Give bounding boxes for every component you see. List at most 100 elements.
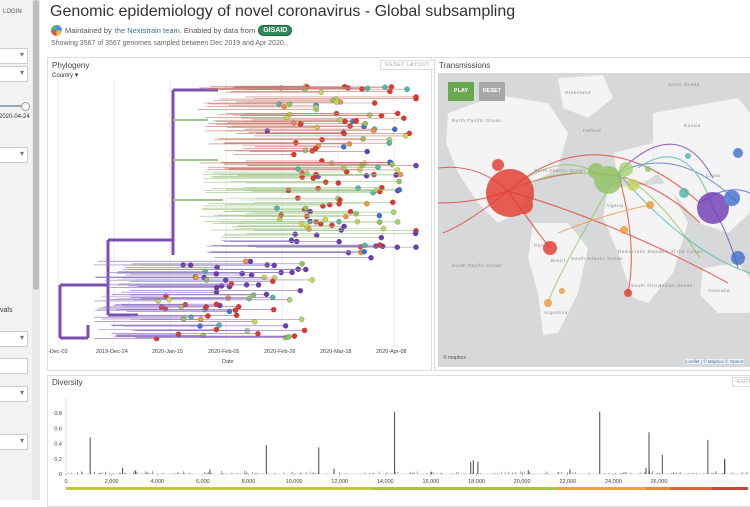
mapbox-logo[interactable]: © mapbox — [443, 355, 466, 361]
tree-tip[interactable] — [293, 139, 299, 146]
tree-tip[interactable] — [255, 330, 261, 337]
gene-segment[interactable] — [371, 487, 557, 490]
tree-tip[interactable] — [303, 266, 309, 273]
entropy-button[interactable]: ENTR — [732, 377, 750, 387]
tree-tip[interactable] — [359, 86, 365, 92]
tree-tip[interactable] — [380, 225, 387, 232]
tree-tip[interactable] — [355, 185, 361, 191]
tree-tip[interactable] — [246, 295, 252, 302]
tree-tip[interactable] — [235, 303, 242, 310]
tree-tip[interactable] — [401, 115, 407, 121]
tree-tip[interactable] — [371, 100, 378, 106]
tree-tip[interactable] — [412, 230, 419, 237]
layout-select[interactable]: ▾ — [0, 331, 28, 347]
tree-tip[interactable] — [376, 219, 383, 225]
gene-segment[interactable] — [66, 487, 372, 490]
tree-tip[interactable] — [297, 121, 304, 127]
tree-tip[interactable] — [315, 185, 321, 192]
tree-tip[interactable] — [341, 223, 347, 230]
tree-tip[interactable] — [394, 244, 400, 250]
tree-tip[interactable] — [198, 316, 204, 323]
tree-tip[interactable] — [274, 205, 280, 211]
tree-tip[interactable] — [353, 118, 360, 124]
login-link[interactable]: LOGIN — [3, 9, 22, 15]
map-reset-button[interactable]: RESET — [479, 82, 505, 101]
tree-tip[interactable] — [357, 166, 363, 173]
tree-tip[interactable] — [394, 219, 401, 225]
tree-tip[interactable] — [388, 84, 395, 90]
tree-tip[interactable] — [389, 161, 395, 168]
tree-tip[interactable] — [363, 173, 370, 179]
tree-tip[interactable] — [370, 127, 377, 134]
tree-tip[interactable] — [264, 262, 270, 268]
tree-tip[interactable] — [390, 199, 396, 206]
tree-tip[interactable] — [347, 209, 354, 215]
tree-tip[interactable] — [367, 112, 373, 118]
tree-tip[interactable] — [250, 292, 257, 298]
reset-layout-button[interactable]: RESET LAYOUT — [380, 60, 435, 70]
team-link[interactable]: the Nextstrain team — [114, 26, 180, 35]
tree-tip[interactable] — [313, 104, 319, 110]
map-attribution[interactable]: Leaflet | © Mapbox © OpenS — [686, 359, 744, 364]
tree-tip[interactable] — [225, 295, 231, 301]
tree-tip[interactable] — [270, 306, 277, 313]
tree-tip[interactable] — [270, 294, 276, 301]
tree-tip[interactable] — [309, 277, 315, 283]
tree-tip[interactable] — [286, 101, 293, 107]
tree-tip[interactable] — [295, 266, 301, 272]
tree-tip[interactable] — [394, 110, 401, 117]
tree-tip[interactable] — [378, 112, 385, 119]
gene-segment[interactable] — [645, 487, 671, 490]
tree-tip[interactable] — [270, 278, 276, 285]
tree-tip[interactable] — [378, 234, 385, 241]
tree-tip[interactable] — [281, 103, 287, 110]
tree-tip[interactable] — [247, 258, 254, 265]
map-select[interactable]: ▾ — [0, 434, 28, 450]
diversity-chart[interactable]: 0.8 0.6 0.4 0.2 00 2,000 4,000 6,000 8,000 10,000… — [48, 388, 750, 500]
tree-tip[interactable] — [396, 187, 403, 193]
tree-tip[interactable] — [347, 123, 353, 129]
tree-tip[interactable] — [214, 264, 220, 271]
tree-tip[interactable] — [413, 94, 419, 100]
tree-tip[interactable] — [197, 323, 203, 329]
color-by-select[interactable]: ▾ — [0, 147, 28, 163]
tree-tip[interactable] — [232, 307, 239, 313]
tree-tip[interactable] — [289, 269, 295, 276]
tree-tip[interactable] — [342, 118, 348, 125]
tree-tip[interactable] — [187, 262, 194, 268]
tree-tip[interactable] — [406, 130, 413, 137]
tree-tip[interactable] — [243, 282, 250, 288]
phylogeny-tree[interactable] — [48, 80, 428, 355]
tree-tip[interactable] — [361, 248, 367, 255]
play-button[interactable]: PLAY — [448, 82, 474, 101]
region-select[interactable]: ▾ — [0, 66, 28, 82]
tree-tip[interactable] — [175, 331, 182, 337]
tree-tip[interactable] — [364, 85, 371, 92]
tree-tip[interactable] — [327, 202, 333, 208]
tree-tip[interactable] — [298, 316, 305, 323]
tree-tip[interactable] — [228, 281, 235, 287]
tree-tip[interactable] — [362, 242, 368, 248]
tree-tip[interactable] — [413, 244, 419, 250]
tree-tip[interactable] — [302, 205, 309, 211]
tree-tip[interactable] — [329, 222, 335, 228]
tree-tip[interactable] — [333, 99, 340, 105]
gene-segment[interactable] — [711, 487, 748, 490]
tree-tip[interactable] — [278, 212, 284, 218]
tree-tip[interactable] — [353, 211, 359, 217]
search-input[interactable] — [0, 358, 28, 374]
tree-tip[interactable] — [299, 174, 305, 180]
tree-tip[interactable] — [314, 124, 320, 130]
tree-tip[interactable] — [213, 301, 220, 307]
tree-tip[interactable] — [345, 85, 351, 91]
tree-tip[interactable] — [336, 238, 342, 245]
tree-tip[interactable] — [155, 298, 161, 304]
tree-tip[interactable] — [213, 271, 220, 277]
tree-tip[interactable] — [255, 282, 262, 288]
tree-tip[interactable] — [396, 178, 402, 185]
tree-tip[interactable] — [335, 180, 342, 186]
tree-tip[interactable] — [304, 170, 310, 177]
tree-tip[interactable] — [166, 296, 173, 303]
tree-tip[interactable] — [320, 203, 326, 209]
tree-tip[interactable] — [282, 323, 289, 329]
